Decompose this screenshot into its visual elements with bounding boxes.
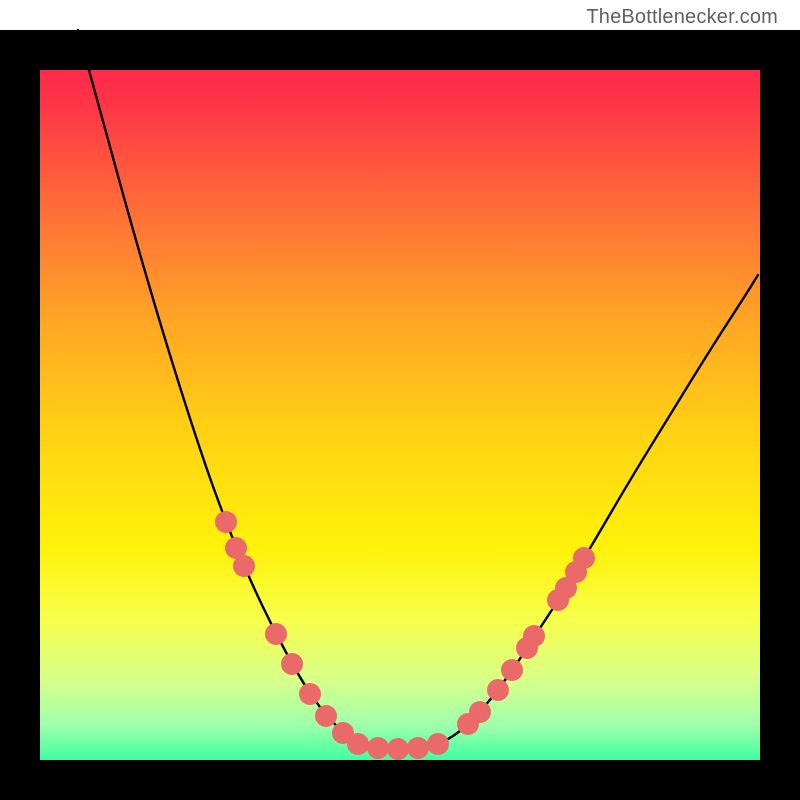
- curve-marker: [215, 511, 237, 533]
- curve-marker: [315, 705, 337, 727]
- curve-marker: [407, 737, 429, 759]
- curve-marker: [501, 659, 523, 681]
- curve-marker: [367, 737, 389, 759]
- curve-marker: [523, 625, 545, 647]
- curve-marker: [299, 683, 321, 705]
- curve-marker: [427, 733, 449, 755]
- curve-marker: [469, 701, 491, 723]
- curve-marker: [347, 733, 369, 755]
- curve-marker: [487, 679, 509, 701]
- curve-marker: [233, 555, 255, 577]
- curve-marker: [265, 623, 287, 645]
- curve-marker: [573, 547, 595, 569]
- curve-marker: [387, 738, 409, 760]
- curve-marker: [281, 653, 303, 675]
- bottleneck-curve: [0, 0, 800, 800]
